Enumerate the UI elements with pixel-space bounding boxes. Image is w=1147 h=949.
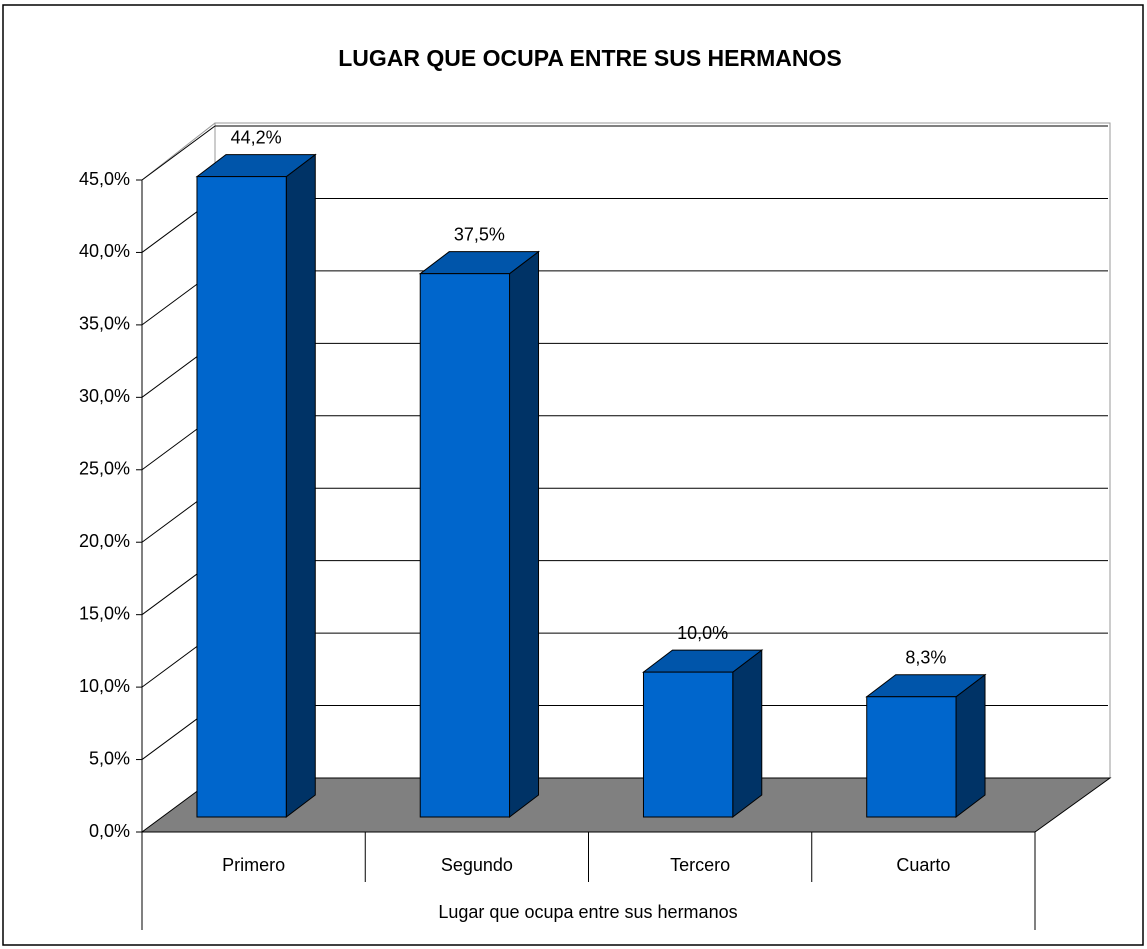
x-tick-label: Segundo — [441, 855, 513, 875]
data-label: 37,5% — [454, 224, 505, 244]
data-label: 44,2% — [231, 127, 282, 147]
y-tick-label: 40,0% — [79, 241, 130, 261]
bar-side — [285, 153, 316, 819]
chart-title: LUGAR QUE OCUPA ENTRE SUS HERMANOS — [338, 45, 841, 71]
bar — [642, 671, 734, 818]
bar — [196, 176, 287, 818]
data-label: 8,3% — [905, 647, 946, 667]
bar-side — [509, 250, 540, 819]
y-tick-label: 0,0% — [89, 821, 130, 841]
x-axis-label: Lugar que ocupa entre sus hermanos — [438, 902, 737, 922]
y-tick-label: 30,0% — [79, 386, 130, 406]
bar — [866, 696, 957, 818]
y-tick-label: 10,0% — [79, 676, 130, 696]
x-tick-label: Primero — [222, 855, 285, 875]
bar — [419, 273, 511, 818]
bar-side — [955, 673, 986, 819]
x-tick-label: Cuarto — [896, 855, 950, 875]
y-tick-label: 5,0% — [89, 748, 130, 768]
y-tick-label: 20,0% — [79, 531, 130, 551]
y-tick-label: 35,0% — [79, 314, 130, 334]
x-tick-label: Tercero — [670, 855, 730, 875]
y-tick-label: 45,0% — [79, 169, 130, 189]
y-tick-label: 15,0% — [79, 603, 130, 623]
y-tick-label: 25,0% — [79, 459, 130, 479]
bar-side — [732, 649, 763, 819]
data-label: 10,0% — [677, 623, 728, 643]
grid-line — [141, 125, 216, 181]
